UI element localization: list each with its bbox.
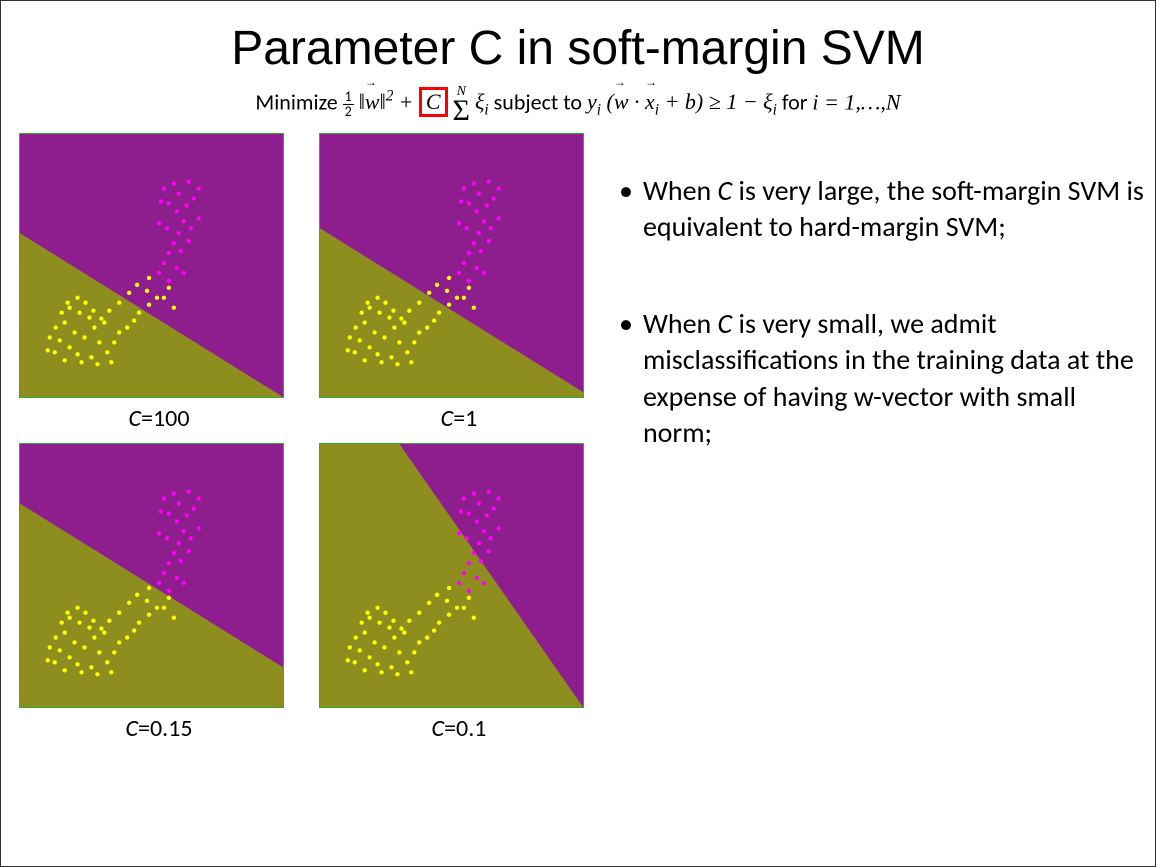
svm-plot [19, 133, 284, 398]
plot-c-label: C=0.1 [319, 708, 599, 743]
plot-c-label: C=100 [19, 398, 299, 433]
half-fraction: 12 [343, 90, 354, 119]
for-label: for [782, 88, 813, 115]
sum-symbol: N Σ [453, 85, 470, 123]
constraint: yi (w · xi + b) ≥ 1 − ξi [587, 89, 777, 114]
formula-row: Minimize 12 ‖w‖2 + C N Σ ξi subject to y… [1, 81, 1155, 133]
bullet-item: • When C is very large, the soft-margin … [619, 173, 1145, 246]
bullet-marker: • [619, 306, 633, 452]
plot-cell: C=0.15 [19, 443, 299, 743]
main-content: C=100 C=1 C=0.15 C=0.1 • When C is very lar… [1, 133, 1155, 743]
xi-term: ξi [475, 89, 489, 114]
index-range: i = 1,…,N [812, 89, 900, 114]
bullet-item: • When C is very small, we admit misclas… [619, 306, 1145, 452]
bullet-list: • When C is very large, the soft-margin … [599, 133, 1145, 743]
plots-grid: C=100 C=1 C=0.15 C=0.1 [19, 133, 599, 743]
bullet-text: When C is very large, the soft-margin SV… [643, 173, 1145, 246]
slide-title: Parameter C in soft-margin SVM [1, 1, 1155, 81]
bullet-text: When C is very small, we admit misclassi… [643, 306, 1145, 452]
minimize-label: Minimize [255, 88, 342, 115]
plot-cell: C=1 [319, 133, 599, 433]
plot-cell: C=0.1 [319, 443, 599, 743]
subject-to-label: subject to [494, 88, 587, 115]
svm-plot [19, 443, 284, 708]
bullet-marker: • [619, 173, 633, 246]
plot-cell: C=100 [19, 133, 299, 433]
w-norm: ‖w‖2 [359, 89, 394, 114]
svm-plot [319, 133, 584, 398]
plot-c-label: C=0.15 [19, 708, 299, 743]
c-param-highlight: C [419, 87, 448, 117]
svm-plot [319, 443, 584, 708]
plus-sign: + [398, 89, 418, 114]
plot-c-label: C=1 [319, 398, 599, 433]
